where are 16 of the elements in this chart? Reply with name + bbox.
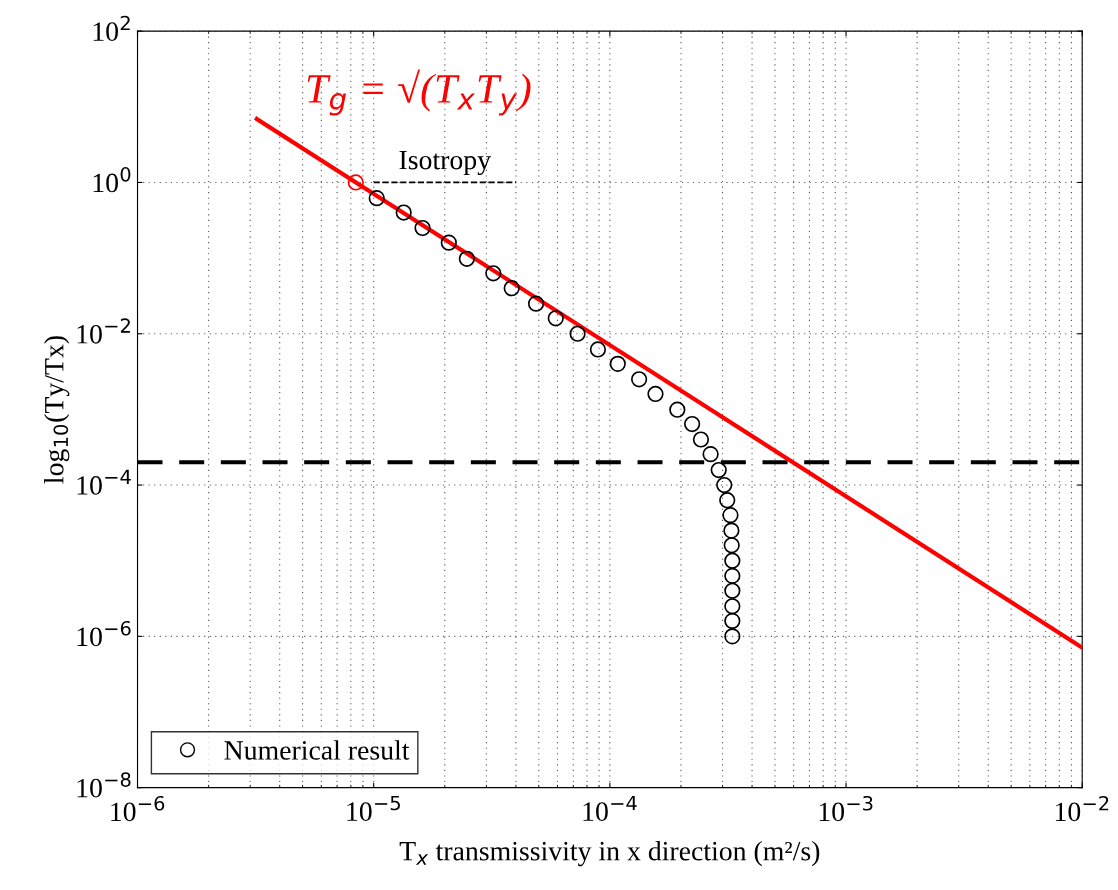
y-tick-label: 10$^{−8}$ [77, 772, 131, 798]
x-tick-label: 10$^{−6}$ [111, 795, 165, 822]
annotation: Isotropy [399, 150, 491, 176]
y-tick-label: 10$^{−4}$ [77, 469, 131, 495]
y-tick-label: 10$^{−2}$ [77, 318, 130, 344]
x-tick-label: 10$^{−4}$ [583, 795, 637, 821]
legend-label: Numerical result [224, 740, 410, 760]
y-tick-label: 10$^{2}$ [93, 15, 130, 42]
y-tick-label: 10$^{−6}$ [77, 620, 131, 647]
x-tick-label: 10$^{−3}$ [819, 795, 873, 822]
x-tick-label: 10$^{−5}$ [347, 795, 400, 821]
y-tick-label: 10$^{0}$ [93, 166, 131, 193]
x-axis-title: T$_{x}$ transmissivity in x direction (m²/s) [399, 840, 820, 867]
x-tick-label: 10$^{−2}$ [1055, 795, 1109, 822]
series-label: T$_{g}$ = √(T$_{x}$T$_{y}$) [307, 69, 531, 116]
y-axis-title: log$_{10}$(Ty/Tx) [44, 336, 70, 484]
